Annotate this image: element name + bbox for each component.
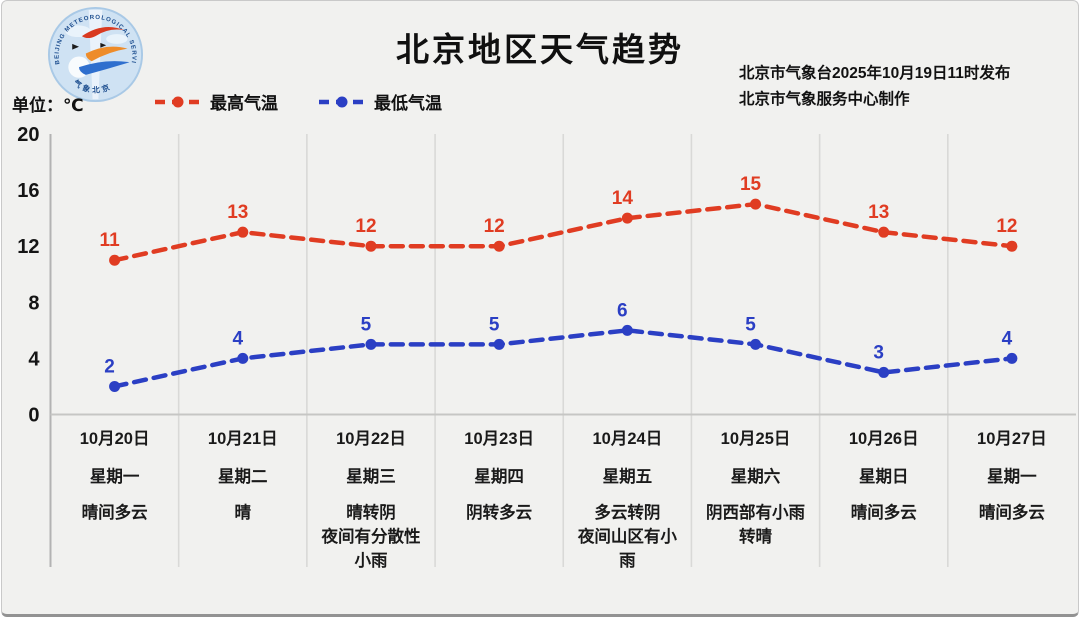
data-point-value: 15 xyxy=(740,174,762,195)
data-point-high xyxy=(493,240,505,252)
data-point-low xyxy=(493,338,505,350)
legend-marker-low-icon xyxy=(319,96,365,107)
data-point-value: 13 xyxy=(227,202,248,223)
publisher-line-1: 北京市气象台2025年10月19日11时发布 xyxy=(739,65,1011,82)
y-tick-label: 4 xyxy=(28,348,40,370)
y-tick-label: 0 xyxy=(28,405,39,427)
data-point-low xyxy=(878,366,890,378)
y-axis-tick-labels: 0 4 8 12 16 20 xyxy=(17,124,40,427)
publisher-info: 北京市气象台2025年10月19日11时发布 北京市气象服务中心制作 xyxy=(739,61,1010,113)
legend-item-low: 最低气温 xyxy=(318,89,442,114)
data-point-low xyxy=(750,338,762,350)
data-point-low xyxy=(1006,352,1018,364)
data-point-low xyxy=(109,380,121,392)
agency-logo: BEIJING METEOROLOGICAL SERVICE 气象北京 xyxy=(47,6,144,103)
data-point-value: 12 xyxy=(484,216,505,237)
data-point-high xyxy=(365,240,377,252)
data-point-low xyxy=(365,338,377,350)
legend-marker-high-icon xyxy=(155,96,201,107)
data-point-low xyxy=(237,352,249,364)
legend-label-low: 最低气温 xyxy=(374,94,442,113)
page-title: 北京地区天气趋势 xyxy=(396,31,684,68)
data-point-value: 14 xyxy=(612,188,634,209)
data-point-value: 6 xyxy=(617,300,628,321)
data-point-value: 12 xyxy=(355,216,376,237)
y-tick-label: 20 xyxy=(17,124,39,146)
y-tick-label: 8 xyxy=(28,292,39,314)
data-point-value: 5 xyxy=(361,314,372,335)
legend-label-high: 最高气温 xyxy=(210,94,278,113)
data-point-value: 3 xyxy=(873,342,884,363)
data-point-value: 4 xyxy=(1002,328,1013,349)
data-point-value: 5 xyxy=(745,314,756,335)
publisher-line-2: 北京市气象服务中心制作 xyxy=(739,91,910,108)
data-point-high xyxy=(1006,240,1018,252)
series-line-low xyxy=(112,328,1015,389)
y-tick-label: 12 xyxy=(17,236,39,258)
data-point-high xyxy=(237,226,249,238)
data-point-low xyxy=(621,324,633,336)
unit-label: 单位：℃ xyxy=(12,96,84,115)
data-point-high xyxy=(878,226,890,238)
data-point-high xyxy=(750,198,762,210)
data-point-value: 2 xyxy=(104,356,115,377)
legend-item-high: 最高气温 xyxy=(154,89,278,114)
chart-gridlines xyxy=(49,134,1076,567)
data-point-high xyxy=(621,212,633,224)
data-point-value: 12 xyxy=(996,216,1017,237)
data-point-value: 11 xyxy=(100,230,121,251)
data-point-value: 5 xyxy=(489,314,500,335)
data-point-value: 4 xyxy=(232,328,243,349)
y-tick-label: 16 xyxy=(17,180,39,202)
chart-series: 11 13 12 12 14 15 13 12 2 4 5 5 6 5 3 4 xyxy=(100,174,1018,392)
data-point-high xyxy=(109,254,121,266)
chart-legend: 最高气温 最低气温 xyxy=(154,89,442,114)
data-point-value: 13 xyxy=(868,202,889,223)
series-line-high xyxy=(112,201,1015,263)
